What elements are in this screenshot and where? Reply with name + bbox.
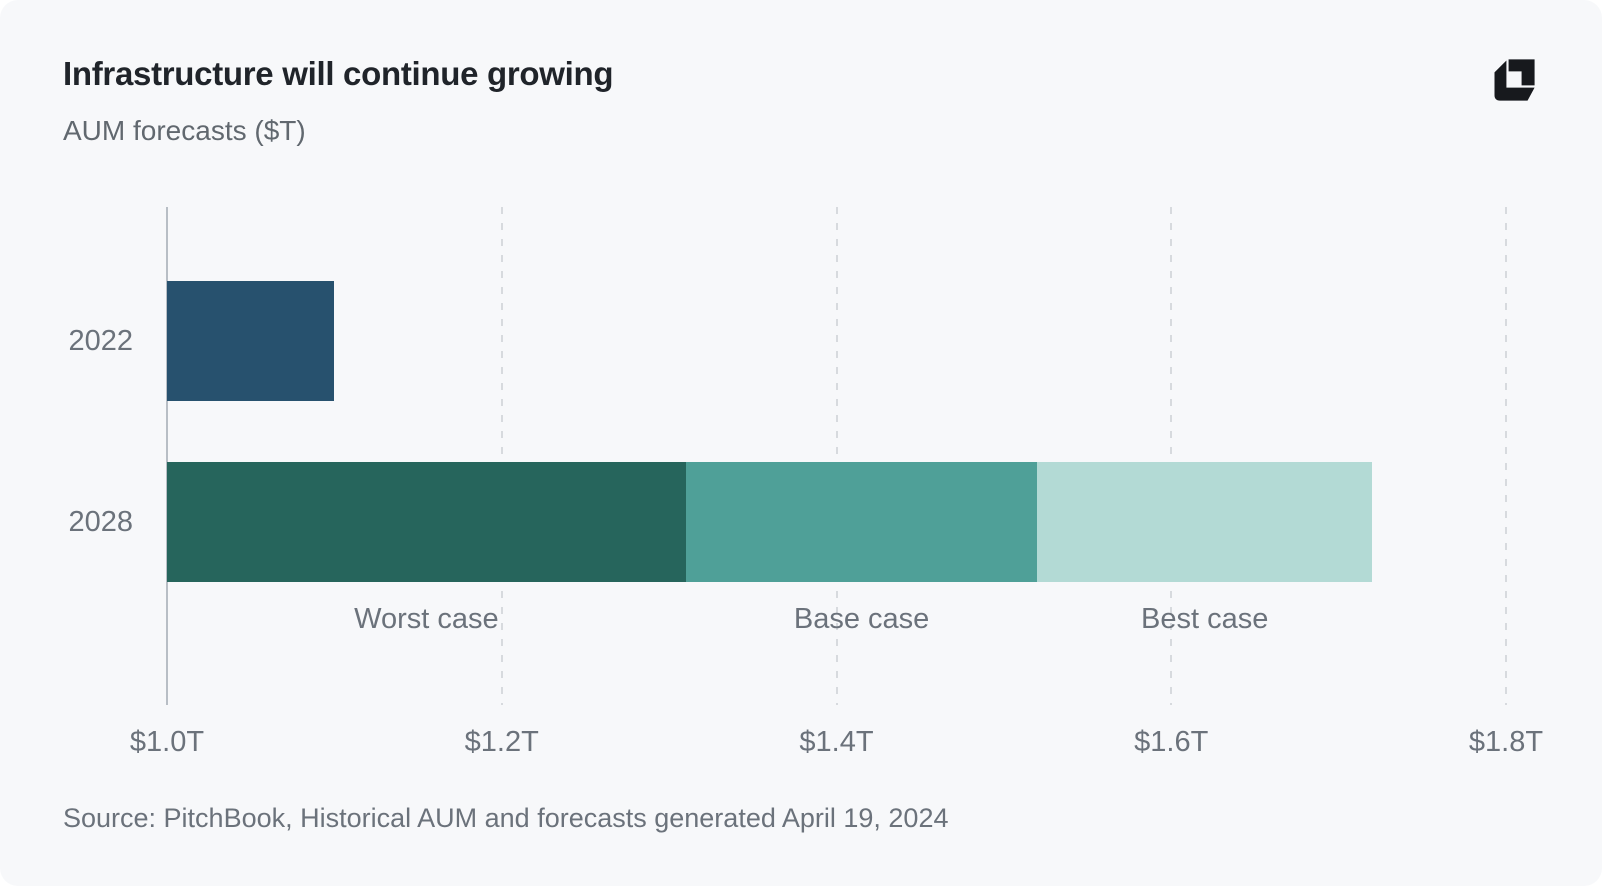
x-tick-label--1-0t: $1.0T [129,726,205,758]
segment-label-worst-case: Worst case [354,603,499,635]
x-tick-label--1-6t: $1.6T [1134,726,1209,758]
bar-segment-base-case [685,462,1038,582]
gridline--1-2t [500,207,503,705]
plot-area [166,207,1507,705]
brand-logo-icon [1494,59,1535,101]
gridline--1-8t [1505,207,1507,705]
chart-title: Infrastructure will continue growing [63,55,614,92]
segment-label-best-case: Best case [1141,603,1269,635]
bar-segment-best-case [1037,462,1373,582]
y-axis-line [166,207,168,705]
bar-segment-worst-case [167,462,686,582]
segment-label-base-case: Base case [793,603,930,635]
x-tick-label--1-4t: $1.4T [799,726,874,758]
x-tick-label--1-2t: $1.2T [464,726,539,758]
row-label-2022: 2022 [68,325,133,357]
source-note: Source: PitchBook, Historical AUM and fo… [63,803,949,833]
chart-subtitle: AUM forecasts ($T) [63,115,306,146]
row-label-2028: 2028 [68,506,133,538]
bar-segment-2022 [167,281,335,401]
gridline--1-4t [835,207,838,705]
x-tick-label--1-8t: $1.8T [1468,726,1544,758]
gridline--1-6t [1170,207,1173,705]
